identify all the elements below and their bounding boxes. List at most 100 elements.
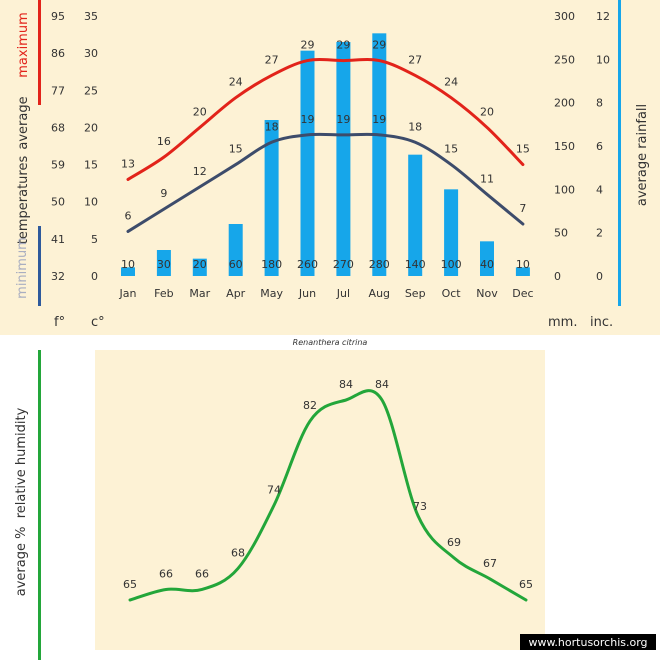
minimum-label: 9 — [160, 187, 167, 200]
humidity-line — [128, 389, 528, 602]
rainfall-bar-jun — [300, 50, 315, 276]
rainfall-bar-sep — [408, 154, 423, 276]
maximum-label: 24 — [229, 76, 243, 89]
month-label-apr: Apr — [226, 287, 246, 300]
rainfall-inch-tick: 6 — [596, 140, 603, 153]
rainfall-mm-tick: 200 — [554, 97, 575, 110]
humidity-label: 82 — [303, 399, 317, 412]
rainfall-label: 10 — [121, 258, 135, 271]
watermark-text: www.hortusorchis.org — [528, 636, 647, 649]
minimum-temperature-line — [126, 132, 525, 233]
month-label-mar: Mar — [189, 287, 210, 300]
data-labels: 13 16 20 24 27 29 29 29 27 24 20 15 6 9 12 15 18 19 19 19 18… — [121, 39, 530, 271]
maximum-label: 27 — [265, 53, 279, 66]
rainfall-label: 30 — [157, 258, 171, 271]
humidity-label: 66 — [159, 567, 173, 580]
rainfall-label: 180 — [261, 258, 282, 271]
humidity-side-bar — [38, 350, 41, 660]
celsius-tick: 0 — [91, 270, 98, 283]
fahrenheit-tick: 41 — [51, 233, 65, 246]
rainfall-inch-tick: 10 — [596, 53, 610, 66]
rainfall-mm-tick: 300 — [554, 10, 575, 23]
rainfall-mm-tick: 0 — [554, 270, 561, 283]
minimum-label: 12 — [193, 165, 207, 178]
rainfall-label: 60 — [229, 258, 243, 271]
ylabel-temperatures: temperatures — [16, 156, 31, 245]
fahrenheit-tick: 95 — [51, 10, 65, 23]
month-label-sep: Sep — [405, 287, 426, 300]
celsius-tick: 10 — [84, 196, 98, 209]
fahrenheit-tick: 86 — [51, 47, 65, 60]
maximum-temperature-line — [126, 57, 525, 181]
maximum-side-bar — [38, 0, 41, 105]
humidity-label: 73 — [413, 500, 427, 513]
celsius-tick: 30 — [84, 47, 98, 60]
bottom-chart-background — [95, 350, 545, 650]
ylabel-rainfall: average rainfall — [635, 104, 650, 206]
rainfall-bar-dec — [515, 267, 530, 276]
watermark-background — [520, 634, 656, 650]
rainfall-mm-tick: 50 — [554, 227, 568, 240]
humidity-chart: 65 66 66 68 74 82 84 84 73 69 67 65 — [123, 378, 533, 602]
rainfall-label: 20 — [193, 258, 207, 271]
maximum-label: 20 — [193, 105, 207, 118]
top-chart-background — [0, 0, 660, 335]
rainfall-bar-feb — [156, 250, 171, 276]
rainfall-bar-aug — [372, 33, 387, 277]
minimum-label: 11 — [480, 172, 494, 185]
minimum-label: 19 — [301, 113, 315, 126]
humidity-label: 65 — [519, 578, 533, 591]
rainfall-label: 10 — [516, 258, 530, 271]
rainfall-inch-tick: 4 — [596, 183, 603, 196]
rainfall-inch-tick: 2 — [596, 227, 603, 240]
maximum-label: 15 — [516, 143, 530, 156]
rainfall-label: 270 — [333, 258, 354, 271]
unit-mm: mm. — [548, 315, 577, 330]
minimum-label: 15 — [444, 143, 458, 156]
ylabel-humidity: average % relative humidity — [14, 407, 29, 596]
rainfall-label: 280 — [369, 258, 390, 271]
maximum-label: 20 — [480, 105, 494, 118]
rainfall-inch-tick: 8 — [596, 97, 603, 110]
fahrenheit-tick: 77 — [51, 84, 65, 97]
rainfall-inch-tick: 0 — [596, 270, 603, 283]
celsius-tick: 15 — [84, 159, 98, 172]
humidity-label: 84 — [339, 378, 353, 391]
minimum-label: 6 — [125, 209, 132, 222]
rainfall-mm-tick: 150 — [554, 140, 575, 153]
temperature-lines — [126, 57, 525, 233]
maximum-label: 13 — [121, 157, 135, 170]
rainfall-mm-tick: 100 — [554, 183, 575, 196]
month-label-aug: Aug — [369, 287, 390, 300]
rainfall-bar-mar — [192, 258, 207, 276]
month-label-jan: Jan — [119, 287, 137, 300]
minimum-label: 18 — [408, 120, 422, 133]
humidity-label: 69 — [447, 536, 461, 549]
humidity-label: 67 — [483, 557, 497, 570]
month-label-jun: Jun — [298, 287, 316, 300]
month-label-feb: Feb — [154, 287, 173, 300]
fahrenheit-tick: 32 — [51, 270, 65, 283]
celsius-tick: 20 — [84, 121, 98, 134]
humidity-label: 74 — [267, 483, 281, 496]
month-label-may: May — [260, 287, 283, 300]
rainfall-bar-jul — [336, 42, 351, 276]
maximum-label: 29 — [372, 39, 386, 52]
month-label-nov: Nov — [476, 287, 498, 300]
rainfall-bar-oct — [444, 189, 459, 276]
maximum-label: 29 — [336, 39, 350, 52]
rainfall-side-bar — [618, 0, 621, 306]
rainfall-label: 260 — [297, 258, 318, 271]
maximum-label: 29 — [301, 39, 315, 52]
rainfall-bar-may — [264, 120, 279, 276]
unit-fahrenheit: f° — [54, 315, 65, 330]
fahrenheit-tick: 59 — [51, 159, 65, 172]
minimum-label: 18 — [265, 120, 279, 133]
month-label-jul: Jul — [336, 287, 350, 300]
rainfall-label: 100 — [441, 258, 462, 271]
celsius-tick: 25 — [84, 84, 98, 97]
rainfall-bars — [121, 33, 530, 277]
ylabel-average: average — [16, 96, 31, 149]
minimum-label: 15 — [229, 143, 243, 156]
